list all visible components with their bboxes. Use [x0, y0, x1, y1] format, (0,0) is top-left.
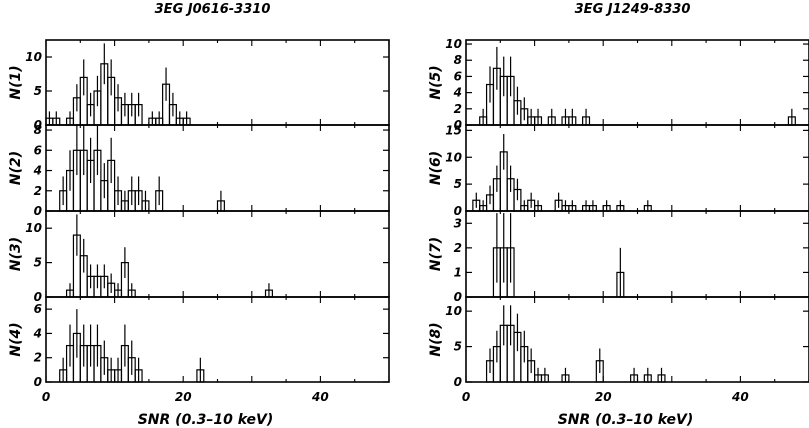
y-tick-label: 10	[445, 150, 462, 164]
y-axis-label: N(5)	[428, 65, 444, 99]
y-axis-label: N(1)	[8, 65, 24, 99]
x-tick-label: 20	[595, 390, 612, 404]
y-axis-label: N(3)	[8, 237, 24, 271]
chart-title: 3EG J0616-3310	[155, 2, 271, 17]
y-tick-label: 0	[34, 204, 42, 218]
y-tick-label: 3	[454, 216, 462, 230]
panel-frame	[465, 210, 809, 298]
panel-2: 0 2 4 6 8 N(2)	[8, 123, 390, 218]
y-tick-label: 10	[25, 50, 42, 64]
y-tick-label: 5	[454, 340, 462, 354]
y-tick-label: 10	[445, 304, 462, 318]
y-tick-label: 0	[454, 290, 462, 304]
chart-title: 3EG J1249-8330	[575, 2, 691, 17]
y-tick-label: 0	[454, 375, 462, 389]
y-tick-label: 1	[454, 265, 462, 279]
y-tick-label: 5	[454, 177, 462, 191]
y-tick-label: 0	[34, 290, 42, 304]
panel-4: 0 2 4 6 N(4)	[8, 296, 390, 389]
y-axis-label: N(4)	[8, 322, 24, 356]
y-tick-label: 8	[454, 53, 462, 67]
y-tick-label: 6	[34, 143, 42, 157]
x-tick-label: 20	[175, 390, 192, 404]
x-tick-label: 0	[42, 390, 50, 404]
panel-1: 0 2 4 6 8 10N(5)	[428, 37, 809, 132]
x-tick-label: 40	[731, 390, 749, 404]
y-tick-label: 10	[25, 221, 42, 235]
y-tick-label: 2	[34, 184, 42, 198]
y-tick-label: 6	[34, 302, 42, 316]
x-axis-label: SNR (0.3–10 keV)	[138, 412, 274, 428]
y-tick-label: 5	[34, 256, 42, 270]
y-tick-label: 4	[33, 326, 42, 340]
y-tick-label: 0	[34, 118, 42, 132]
panel-4: 0 5 10N(8)	[428, 296, 809, 389]
y-tick-label: 2	[454, 102, 462, 116]
y-tick-label: 6	[454, 69, 462, 83]
y-axis-label: N(7)	[428, 237, 444, 271]
panel-1: 0 5 10N(1)	[8, 39, 390, 132]
y-tick-label: 2	[454, 241, 462, 255]
x-tick-label: 0	[462, 390, 470, 404]
panel-2: 0 5 10 15N(6)	[428, 123, 809, 218]
y-tick-label: 10	[445, 37, 462, 51]
chart-2: 3EG J1249-83300246810N(5)051015N(6)0123N…	[428, 2, 809, 428]
panel-3: 0 1 2 3 N(7)	[428, 210, 809, 304]
y-tick-label: 4	[33, 164, 42, 178]
y-tick-label: 0	[34, 375, 42, 389]
x-tick-label: 40	[311, 390, 329, 404]
y-tick-label: 5	[34, 84, 42, 98]
panel-3: 0 5 10N(3)	[8, 210, 390, 304]
y-tick-label: 0	[454, 118, 462, 132]
y-axis-label: N(2)	[8, 151, 24, 185]
y-tick-label: 2	[34, 351, 42, 365]
chart-1: 3EG J0616-33100510N(1)02468N(2)0510N(3)0…	[8, 2, 390, 428]
y-tick-label: 15	[445, 123, 462, 137]
y-tick-label: 4	[453, 86, 462, 100]
y-axis-label: N(8)	[428, 322, 444, 356]
y-tick-label: 8	[34, 123, 42, 137]
y-tick-label: 0	[454, 204, 462, 218]
x-axis-label: SNR (0.3–10 keV)	[558, 412, 694, 428]
y-axis-label: N(6)	[428, 151, 444, 185]
